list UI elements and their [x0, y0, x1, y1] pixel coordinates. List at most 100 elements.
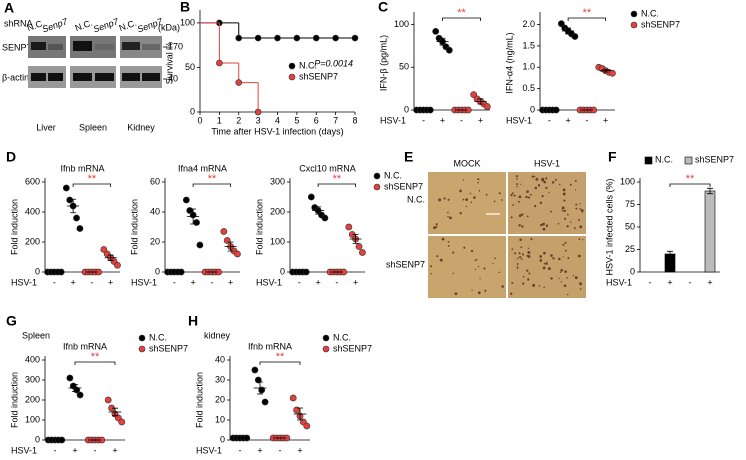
cell: [569, 184, 572, 186]
y-tick-label: 1.0: [522, 62, 535, 72]
legend-marker: [138, 345, 146, 353]
image: [428, 172, 506, 234]
y-axis-label: IFN-β (pg/mL): [378, 35, 388, 91]
cell: [522, 275, 525, 278]
cell: [447, 211, 449, 214]
cell: [550, 277, 553, 280]
dot: [355, 243, 363, 250]
cell: [513, 194, 516, 197]
y-tick-label: 200: [25, 394, 40, 404]
cell: [542, 266, 546, 270]
cell: [529, 193, 532, 196]
y-tick-label: 400: [25, 206, 40, 216]
y-tick-label: 20: [215, 394, 225, 404]
error-bar: [257, 381, 263, 395]
dot: [223, 237, 231, 244]
cell: [537, 184, 541, 187]
y-tick-label: 300: [25, 374, 40, 384]
cell: [527, 247, 530, 250]
cell: [510, 194, 513, 197]
chart-title: Ifna4 mRNA: [178, 163, 227, 173]
cell: [501, 199, 503, 201]
cell: [560, 268, 564, 272]
cell: [541, 223, 545, 226]
cell: [518, 224, 521, 227]
tissue-label: Spleen: [22, 330, 50, 340]
legend-label: N.C.: [655, 154, 673, 164]
y-tick-label: 10: [215, 414, 225, 424]
x-tick-label: +: [478, 115, 483, 125]
blot-strip: [70, 66, 116, 88]
x-tick-label: -: [90, 277, 93, 287]
chart-title: Cxcl10 mRNA: [299, 163, 356, 173]
cell: [516, 183, 519, 186]
dot: [254, 376, 262, 384]
panel-letter: C: [378, 0, 388, 15]
significance: **: [208, 173, 217, 185]
bracket: [72, 183, 112, 187]
image: [508, 172, 586, 234]
legend-marker: [373, 172, 381, 180]
cell: [550, 210, 552, 213]
legend-label: shSENP7: [695, 154, 734, 164]
dot: [483, 103, 491, 110]
x-tick-label: 2: [236, 115, 241, 125]
bar: [704, 190, 716, 273]
dot: [76, 391, 84, 399]
error-bar: [667, 250, 673, 258]
point: [216, 59, 223, 67]
cell: [518, 252, 521, 255]
legend-label: N.C.: [149, 332, 167, 342]
y-tick-label: 75: [625, 199, 635, 209]
x-tick-label: +: [190, 277, 195, 287]
cell: [516, 258, 519, 260]
error-bar: [707, 187, 713, 195]
cell: [518, 195, 522, 199]
tissue-label: Spleen: [79, 122, 107, 132]
x-tick-label: +: [667, 277, 672, 287]
legend-label: shSENP7: [333, 343, 372, 353]
cell: [577, 254, 581, 258]
cell: [527, 251, 531, 254]
band: [122, 73, 140, 81]
cell: [498, 192, 501, 195]
x-tick-label: -: [335, 277, 338, 287]
cell: [511, 282, 514, 285]
dot: [251, 366, 259, 374]
cell: [572, 275, 575, 277]
cell: [531, 175, 535, 178]
cell: [439, 258, 443, 262]
y-tick-label: 200: [25, 236, 40, 246]
cell: [477, 291, 481, 295]
x-tick-label: 3: [256, 115, 261, 125]
panel-letter: E: [404, 149, 413, 165]
cell: [539, 201, 543, 205]
cell: [527, 278, 530, 281]
cell: [462, 198, 465, 201]
cell: [474, 259, 476, 262]
legend-marker: [138, 334, 146, 342]
row-label: N.C.: [407, 194, 425, 204]
dot: [182, 196, 190, 204]
y-tick-label: 40: [215, 354, 225, 364]
cell: [463, 246, 466, 249]
dot: [609, 69, 616, 77]
cell: [483, 267, 486, 270]
cell: [430, 273, 432, 275]
band: [142, 44, 160, 50]
cell: [484, 289, 487, 292]
cell: [452, 272, 454, 275]
cell: [511, 248, 514, 251]
significance: **: [686, 173, 695, 185]
bracket: [192, 183, 232, 187]
column-label: MOCK: [454, 158, 481, 168]
cell: [562, 256, 564, 258]
marker-label: 40: [168, 73, 178, 83]
cell: [558, 257, 561, 261]
x-axis-label: HSV-1: [380, 115, 406, 125]
cell: [562, 188, 566, 192]
cell: [449, 216, 452, 220]
cell: [452, 251, 455, 254]
x-tick-label: +: [297, 445, 302, 455]
cell: [477, 181, 479, 184]
